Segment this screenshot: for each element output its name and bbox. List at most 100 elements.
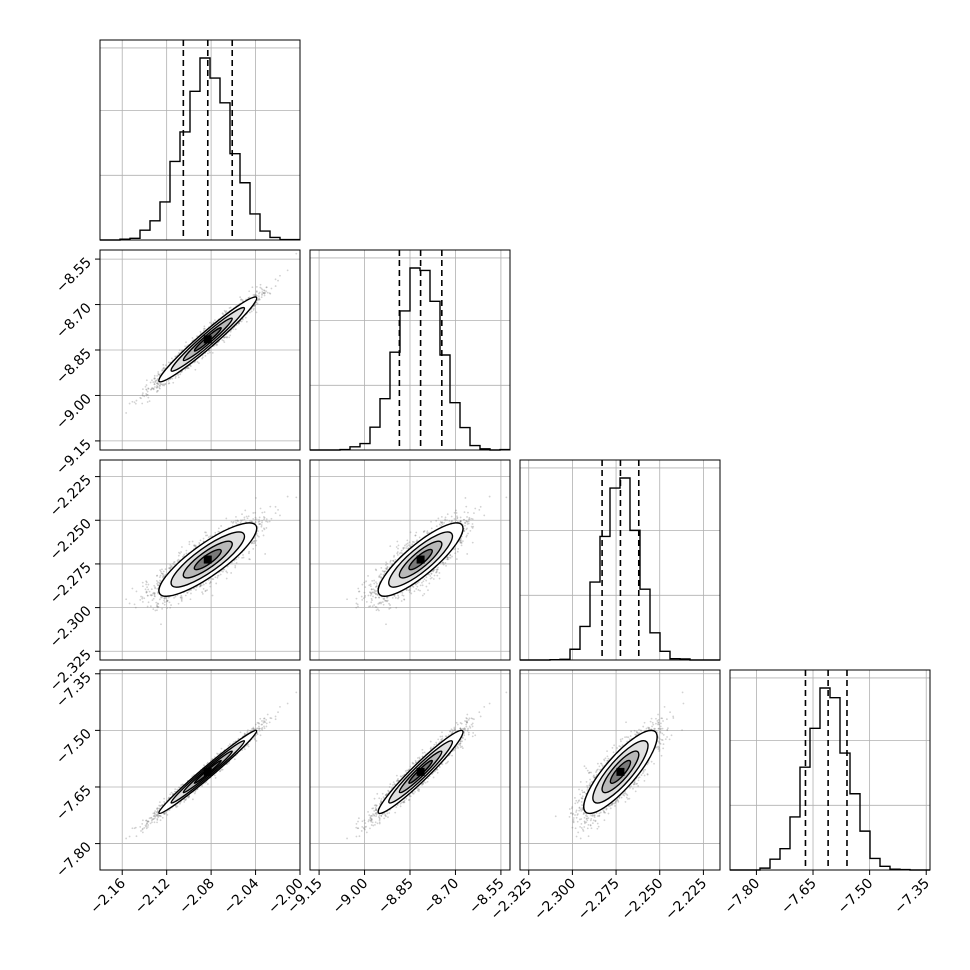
sample-point xyxy=(264,553,267,555)
sample-point xyxy=(155,579,158,582)
sample-point xyxy=(156,605,158,608)
sample-point xyxy=(254,294,257,297)
sample-point xyxy=(187,367,189,369)
sample-point xyxy=(180,600,183,602)
sample-point xyxy=(265,286,268,289)
sample-point xyxy=(209,581,212,583)
sample-point xyxy=(205,531,207,534)
sample-point xyxy=(191,337,194,339)
sample-point xyxy=(146,594,149,597)
sample-point xyxy=(152,592,154,595)
sample-point xyxy=(173,563,176,566)
sample-point xyxy=(234,566,237,569)
sample-point xyxy=(145,583,148,586)
sample-point xyxy=(156,602,159,605)
sample-point xyxy=(241,513,243,516)
sample-point xyxy=(257,520,260,523)
sample-point xyxy=(162,575,164,578)
sample-point xyxy=(149,605,152,608)
sample-point xyxy=(203,327,206,330)
sample-point xyxy=(221,338,224,341)
sample-point xyxy=(156,604,158,606)
sample-point xyxy=(259,523,262,525)
histogram-panel-3 xyxy=(729,669,931,871)
sample-point xyxy=(145,580,148,583)
sample-point xyxy=(160,623,162,626)
sample-point xyxy=(255,291,258,293)
sample-point xyxy=(141,596,144,599)
sample-point xyxy=(216,575,219,577)
sample-point xyxy=(141,585,144,588)
sample-point xyxy=(162,363,165,366)
sample-point xyxy=(177,374,180,376)
sample-point xyxy=(249,311,251,314)
sample-point xyxy=(253,541,256,544)
sample-point xyxy=(157,603,160,605)
sample-point xyxy=(179,596,182,599)
sample-point xyxy=(128,402,131,405)
sample-point xyxy=(265,286,268,289)
sample-point xyxy=(211,351,214,354)
sample-point xyxy=(242,556,245,559)
sample-point xyxy=(198,585,201,588)
sample-point xyxy=(248,296,251,299)
sample-point xyxy=(125,412,128,414)
sample-point xyxy=(181,555,184,558)
sample-point xyxy=(151,387,154,389)
scatter-points xyxy=(125,252,298,414)
sample-point xyxy=(250,520,253,523)
sample-point xyxy=(141,402,144,405)
sample-point xyxy=(152,608,155,611)
sample-point xyxy=(247,515,250,518)
sample-point xyxy=(156,582,159,585)
sample-point xyxy=(184,368,187,371)
sample-point xyxy=(174,595,177,598)
sample-point xyxy=(239,296,242,299)
sample-point xyxy=(194,545,197,548)
sample-point xyxy=(170,566,173,568)
sample-point xyxy=(268,520,271,523)
sample-point xyxy=(225,577,228,580)
sample-point xyxy=(156,386,158,389)
sample-point xyxy=(230,572,233,574)
sample-point xyxy=(174,377,177,379)
sample-point xyxy=(153,377,156,379)
sample-point xyxy=(249,558,251,561)
sample-point xyxy=(161,384,164,387)
sample-point xyxy=(250,310,253,313)
sample-point xyxy=(158,384,161,387)
sample-point xyxy=(163,596,166,599)
sample-point xyxy=(167,596,170,599)
sample-point xyxy=(228,336,231,339)
sample-point xyxy=(177,554,180,557)
sample-point xyxy=(232,328,235,330)
sample-point xyxy=(147,387,150,390)
sample-point xyxy=(186,367,189,370)
scatter-panel-1-0 xyxy=(99,249,301,451)
sample-point xyxy=(159,382,162,385)
sample-point xyxy=(156,385,159,388)
sample-point xyxy=(145,384,148,386)
sample-point xyxy=(254,293,257,296)
sample-point xyxy=(168,382,171,385)
sample-point xyxy=(191,540,194,543)
sample-point xyxy=(231,522,234,524)
sample-point xyxy=(209,585,212,588)
sample-point xyxy=(223,568,226,571)
sample-point xyxy=(164,597,167,599)
sample-point xyxy=(224,311,227,313)
sample-point xyxy=(223,336,226,339)
sample-point xyxy=(256,302,259,305)
sample-point xyxy=(172,561,175,564)
sample-point xyxy=(168,601,171,604)
sample-point xyxy=(265,527,268,529)
sample-point xyxy=(177,352,180,354)
sample-point xyxy=(160,572,163,575)
sample-point xyxy=(153,383,156,385)
sample-point xyxy=(254,294,257,297)
sample-point xyxy=(261,288,264,291)
sample-point xyxy=(179,373,182,376)
sample-point xyxy=(215,582,218,585)
sample-point xyxy=(162,574,165,577)
